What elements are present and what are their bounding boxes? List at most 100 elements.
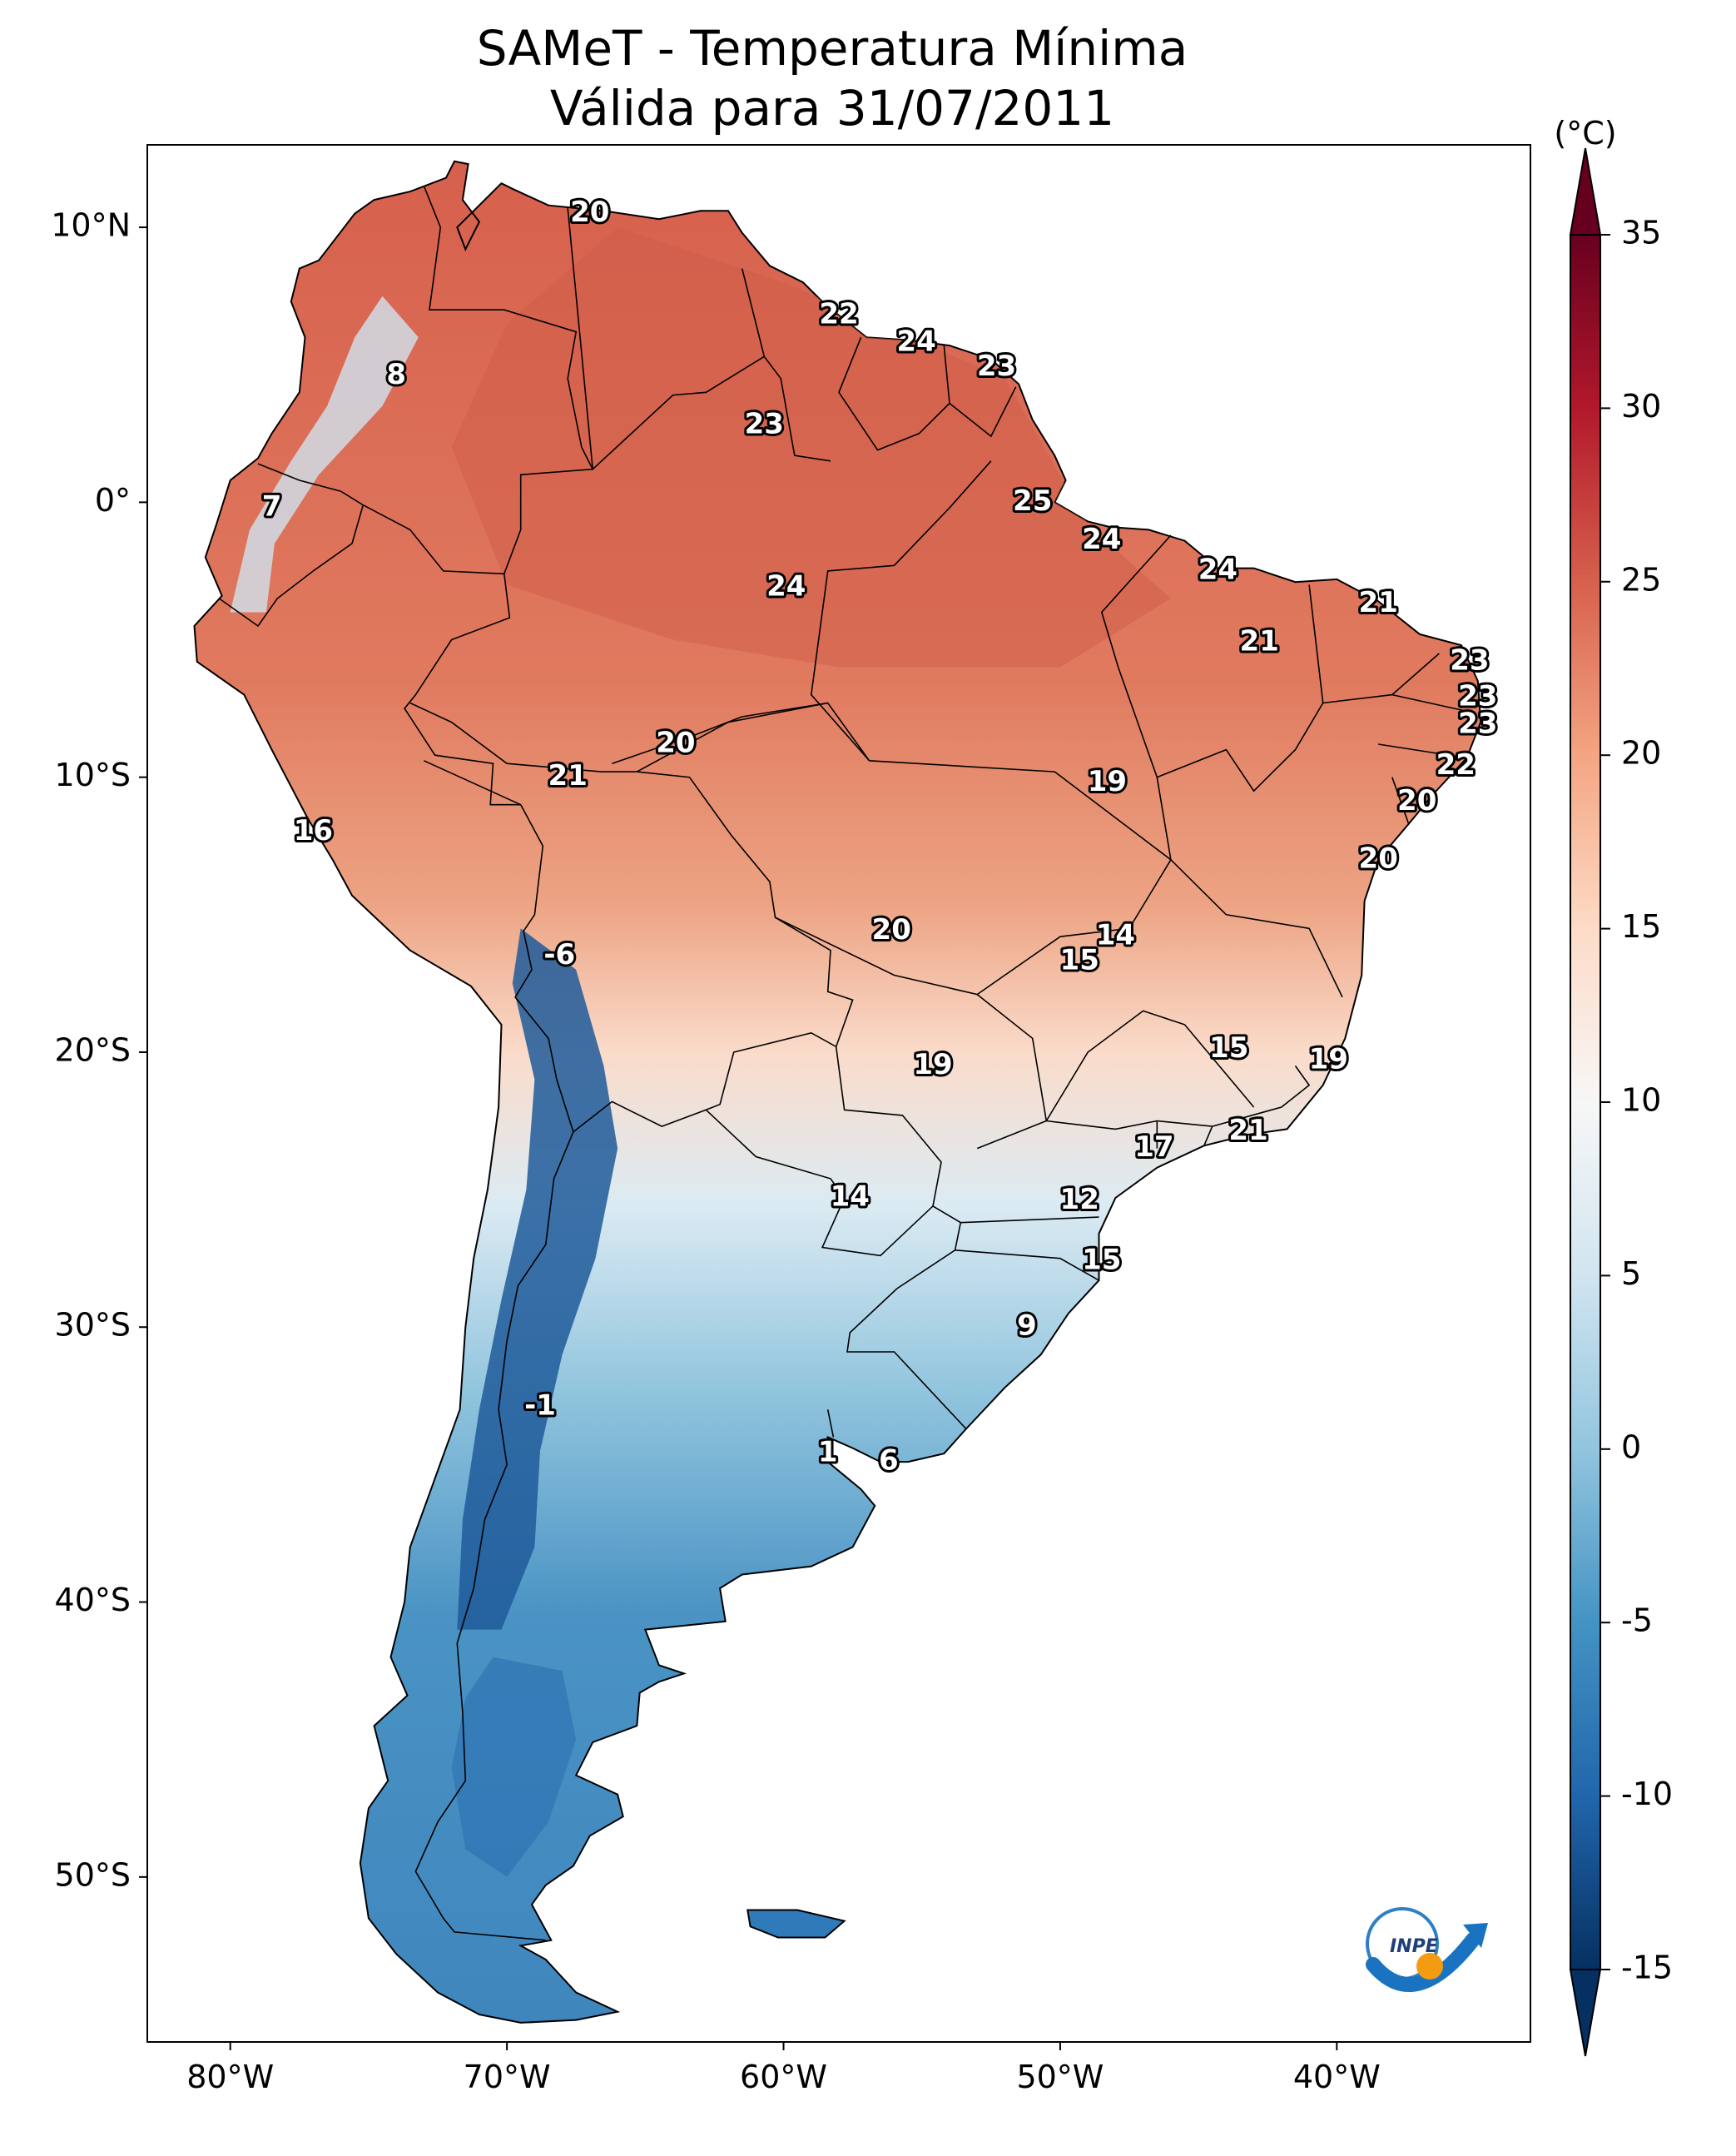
border-line: [1391, 777, 1410, 825]
border-line: [1157, 584, 1324, 792]
border-line: [409, 702, 1172, 861]
title-line-1: SAMeT - Temperatura Mínima: [477, 20, 1188, 77]
colorbar-tick-label: -10: [1621, 1776, 1673, 1812]
lat-tick-label: 30°S: [55, 1307, 131, 1344]
station-label: 21: [1240, 624, 1279, 658]
colorbar-tick-label: 35: [1621, 215, 1661, 251]
station-label: 24: [1198, 553, 1238, 586]
station-label: 20: [1359, 842, 1398, 875]
andes-cold-region: [457, 928, 618, 1630]
colorbar-body: [1570, 234, 1601, 1970]
inpe-logo: INPE: [1366, 1907, 1488, 1992]
station-label: 17: [1134, 1130, 1173, 1164]
title-line-2: Válida para 31/07/2011: [550, 80, 1114, 137]
inpe-logo-dot: [1416, 1953, 1443, 1980]
station-label: 23: [977, 350, 1016, 383]
station-label: 24: [896, 325, 935, 358]
temperature-anomaly-layer: [230, 227, 1171, 1877]
border-line: [567, 207, 593, 469]
falkland-islands: [746, 1909, 846, 1939]
lat-tick-label: 0°: [95, 482, 131, 519]
station-label: 23: [1458, 679, 1497, 713]
station-label: 19: [1309, 1042, 1348, 1076]
border-line: [976, 667, 1172, 996]
inpe-logo-arrow: [1463, 1923, 1488, 1948]
station-label: 20: [872, 913, 911, 946]
lon-tick-label: 50°W: [1016, 2059, 1104, 2095]
border-line: [362, 504, 504, 575]
station-label: 24: [1082, 523, 1121, 556]
colorbar-tick-label: 25: [1621, 561, 1661, 598]
border-line: [1100, 534, 1172, 668]
lat-tick-label: 10°S: [55, 757, 131, 793]
lat-tick-label: 50°S: [55, 1856, 131, 1893]
inpe-logo-swoosh: [1366, 1932, 1481, 1992]
colorbar-tick-label: -15: [1621, 1950, 1673, 1986]
border-line: [810, 460, 992, 762]
border-line: [592, 355, 765, 470]
station-label: 19: [1088, 765, 1127, 798]
northern-andes-cool-region: [230, 296, 419, 613]
station-label: 20: [1397, 784, 1436, 817]
station-label: 20: [570, 196, 609, 229]
border-line: [612, 702, 828, 764]
lon-tick-label: 40°W: [1293, 2059, 1381, 2095]
border-line: [1045, 1010, 1255, 1121]
patagonia-cold-region: [451, 1657, 577, 1877]
political-borders: [218, 186, 1467, 1941]
station-label: 24: [766, 569, 806, 603]
station-label: 21: [548, 759, 588, 792]
colorbar: (°C) 35 30 25 20 15 10 5 0 -5 -10 -15: [1554, 115, 1673, 2057]
station-label: -1: [524, 1389, 556, 1423]
station-label: 23: [1458, 707, 1497, 740]
station-label: 15: [1082, 1244, 1121, 1277]
station-label: 8: [386, 358, 406, 391]
inpe-logo-text: INPE: [1390, 1936, 1438, 1957]
border-line: [1170, 859, 1343, 998]
lon-tick-label: 60°W: [740, 2059, 827, 2095]
colorbar-tick-label: 0: [1621, 1428, 1641, 1465]
map-frame: [146, 144, 1531, 2043]
lat-tick-label: 20°S: [55, 1031, 131, 1068]
border-line: [705, 1046, 942, 1257]
border-line: [573, 771, 854, 1133]
border-line: [826, 1409, 835, 1438]
station-label: 1: [818, 1436, 838, 1469]
station-label: 22: [819, 297, 858, 330]
border-line: [838, 336, 950, 451]
border-line: [1378, 743, 1467, 759]
amazon-warm-region: [451, 227, 1171, 668]
colorbar-tick-label: -5: [1621, 1602, 1653, 1639]
border-line: [1212, 1066, 1311, 1127]
border-line: [955, 1249, 1099, 1281]
lat-tick-label: 10°N: [51, 207, 131, 244]
station-label: 14: [1096, 919, 1135, 952]
lon-tick-label: 80°W: [186, 2059, 274, 2095]
station-label: 23: [745, 407, 784, 440]
colorbar-extend-min: [1569, 1969, 1602, 2057]
station-label: 21: [1359, 586, 1398, 619]
border-line: [943, 345, 1017, 438]
colorbar-tick-label: 20: [1621, 735, 1661, 772]
colorbar-tick-label: 15: [1621, 908, 1661, 945]
station-label: 6: [879, 1444, 899, 1478]
colorbar-extend-max: [1569, 147, 1602, 236]
station-label: 22: [1436, 748, 1476, 782]
colorbar-tick-label: 30: [1621, 388, 1661, 425]
station-label: 23: [1450, 643, 1489, 677]
border-line: [424, 760, 522, 806]
station-label: 15: [1060, 944, 1099, 977]
border-line: [218, 463, 365, 628]
border-line: [976, 1120, 1047, 1150]
colorbar-tick-label: 5: [1621, 1255, 1641, 1292]
colorbar-tick-label: 10: [1621, 1082, 1661, 1119]
lat-tick-label: 40°S: [55, 1582, 131, 1618]
colorbar-unit-label: (°C): [1554, 115, 1616, 152]
station-label: 20: [656, 727, 695, 760]
station-label: 12: [1060, 1183, 1099, 1216]
station-label: 15: [1209, 1031, 1248, 1065]
station-label: 16: [294, 814, 333, 847]
map-axis-ticks: 10°N 0° 10°S 20°S 30°S 40°S 50°S 80°W 70°W 60°W 50…: [51, 207, 1381, 2095]
